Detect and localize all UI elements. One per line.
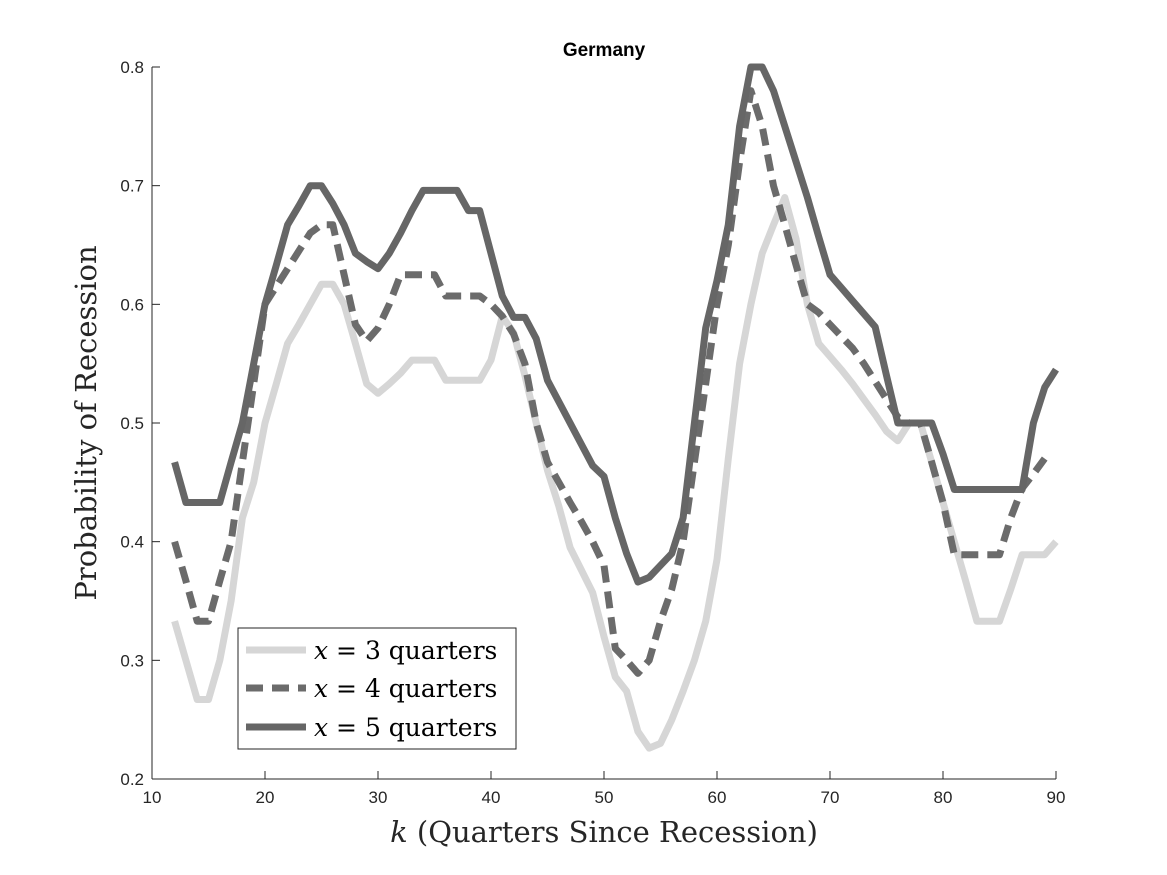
- y-tick-label: 0.4: [120, 533, 144, 552]
- y-tick-label: 0.2: [120, 770, 144, 789]
- chart-title: Germany: [563, 40, 646, 61]
- x-axis-label: k (Quarters Since Recession): [390, 815, 818, 849]
- series-line-5-quarters: [171, 63, 1059, 586]
- y-tick-label: 0.8: [120, 58, 144, 77]
- legend-label-x4: x = 4 quarters: [314, 674, 497, 703]
- y-ticks: 0.2 0.3 0.4 0.5 0.6 0.7 0.8: [120, 58, 160, 789]
- x-tick-label: 30: [369, 788, 388, 807]
- y-axis-label: Probability of Recession: [69, 245, 103, 600]
- y-tick-label: 0.7: [120, 177, 144, 196]
- series-line-4-quarters: [171, 87, 1048, 677]
- legend-entry-x3: x = 3 quarters: [246, 636, 497, 665]
- x-tick-label: 10: [143, 788, 162, 807]
- y-tick-label: 0.5: [120, 414, 144, 433]
- legend-label-x5: x = 5 quarters: [314, 713, 497, 742]
- x-tick-label: 70: [821, 788, 840, 807]
- x-tick-label: 90: [1047, 788, 1066, 807]
- x-tick-label: 80: [934, 788, 953, 807]
- x-ticks: 10 20 30 40 50 60 70 80 90: [143, 771, 1066, 807]
- legend-entry-x4: x = 4 quarters: [246, 674, 497, 703]
- plot-lines: [171, 63, 1059, 752]
- legend: x = 3 quarters x = 4 quarters x = 5 quar…: [237, 627, 517, 750]
- x-tick-label: 50: [595, 788, 614, 807]
- x-axis-label-rest: (Quarters Since Recession): [408, 815, 818, 849]
- legend-entry-x5: x = 5 quarters: [246, 713, 497, 742]
- x-axis-label-var: k: [390, 815, 408, 849]
- x-tick-label: 60: [708, 788, 727, 807]
- y-tick-label: 0.6: [120, 295, 144, 314]
- legend-label-x3: x = 3 quarters: [314, 636, 497, 665]
- y-tick-label: 0.3: [120, 651, 144, 670]
- x-tick-label: 40: [482, 788, 501, 807]
- x-tick-label: 20: [256, 788, 275, 807]
